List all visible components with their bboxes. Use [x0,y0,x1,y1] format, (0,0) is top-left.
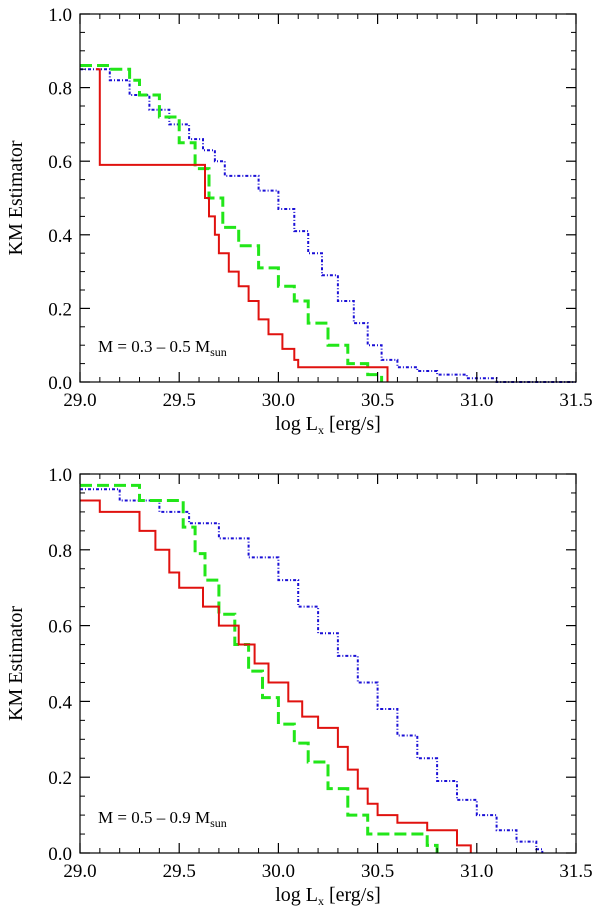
x-axis-label: log Lx [erg/s] [275,884,381,908]
y-tick-label: 0.4 [48,692,72,713]
mass-range-annotation: M = 0.3 – 0.5 Msun [98,337,227,359]
x-tick-label: 30.0 [262,861,295,882]
tick-marks [79,473,577,854]
x-tick-label: 29.0 [63,390,96,411]
tick-labels: 29.0 29.5 30.0 30.5 31.0 31.5 0.0 0.2 0.4 0.6 0.8 1… [48,5,592,411]
y-tick-label: 1.0 [48,465,72,486]
x-tick-label: 29.5 [163,390,196,411]
y-tick-label: 0.0 [48,373,72,394]
top-panel: 29.0 29.5 30.0 30.5 31.0 31.5 0.0 0.2 0.4 0.6 0.8 1… [5,5,593,437]
y-tick-label: 0.6 [48,152,72,173]
x-axis-label: log Lx [erg/s] [275,413,381,437]
x-tick-label: 30.5 [361,861,394,882]
x-tick-label: 31.0 [460,861,493,882]
y-tick-label: 0.8 [48,79,72,100]
tick-labels: 29.0 29.5 30.0 30.5 31.0 31.5 0.0 0.2 0.4 0.6 0.8 1… [48,465,592,882]
y-tick-label: 1.0 [48,5,72,26]
series-line-green-dashed [80,483,439,853]
series-group [80,64,576,383]
x-tick-label: 30.0 [262,390,295,411]
plot-frame [79,13,577,383]
y-tick-label: 0.8 [48,541,72,562]
plot-frame [79,473,577,854]
y-axis-label: KM Estimator [5,606,27,721]
y-tick-label: 0.2 [48,299,72,320]
series-line-green-dashed [80,64,384,382]
mass-range-annotation: M = 0.5 – 0.9 Msun [98,808,227,830]
tick-marks [79,13,577,383]
series-line-blue-dotted [80,68,576,383]
series-line-red-solid [95,68,389,382]
bottom-panel: 29.0 29.5 30.0 30.5 31.0 31.5 0.0 0.2 0.4 0.6 0.8 1… [5,465,593,908]
y-axis-label: KM Estimator [5,140,27,255]
y-tick-label: 0.6 [48,617,72,638]
x-tick-label: 29.0 [63,861,96,882]
x-tick-label: 30.5 [361,390,394,411]
y-tick-label: 0.4 [48,226,72,247]
y-tick-label: 0.2 [48,768,72,789]
x-tick-label: 31.0 [460,390,493,411]
series-line-blue-dotted [80,488,544,853]
x-tick-label: 31.5 [559,861,592,882]
series-group [80,483,544,853]
x-tick-label: 29.5 [163,861,196,882]
series-line-red-solid [80,499,472,853]
y-tick-label: 0.0 [48,844,72,865]
x-tick-label: 31.5 [559,390,592,411]
